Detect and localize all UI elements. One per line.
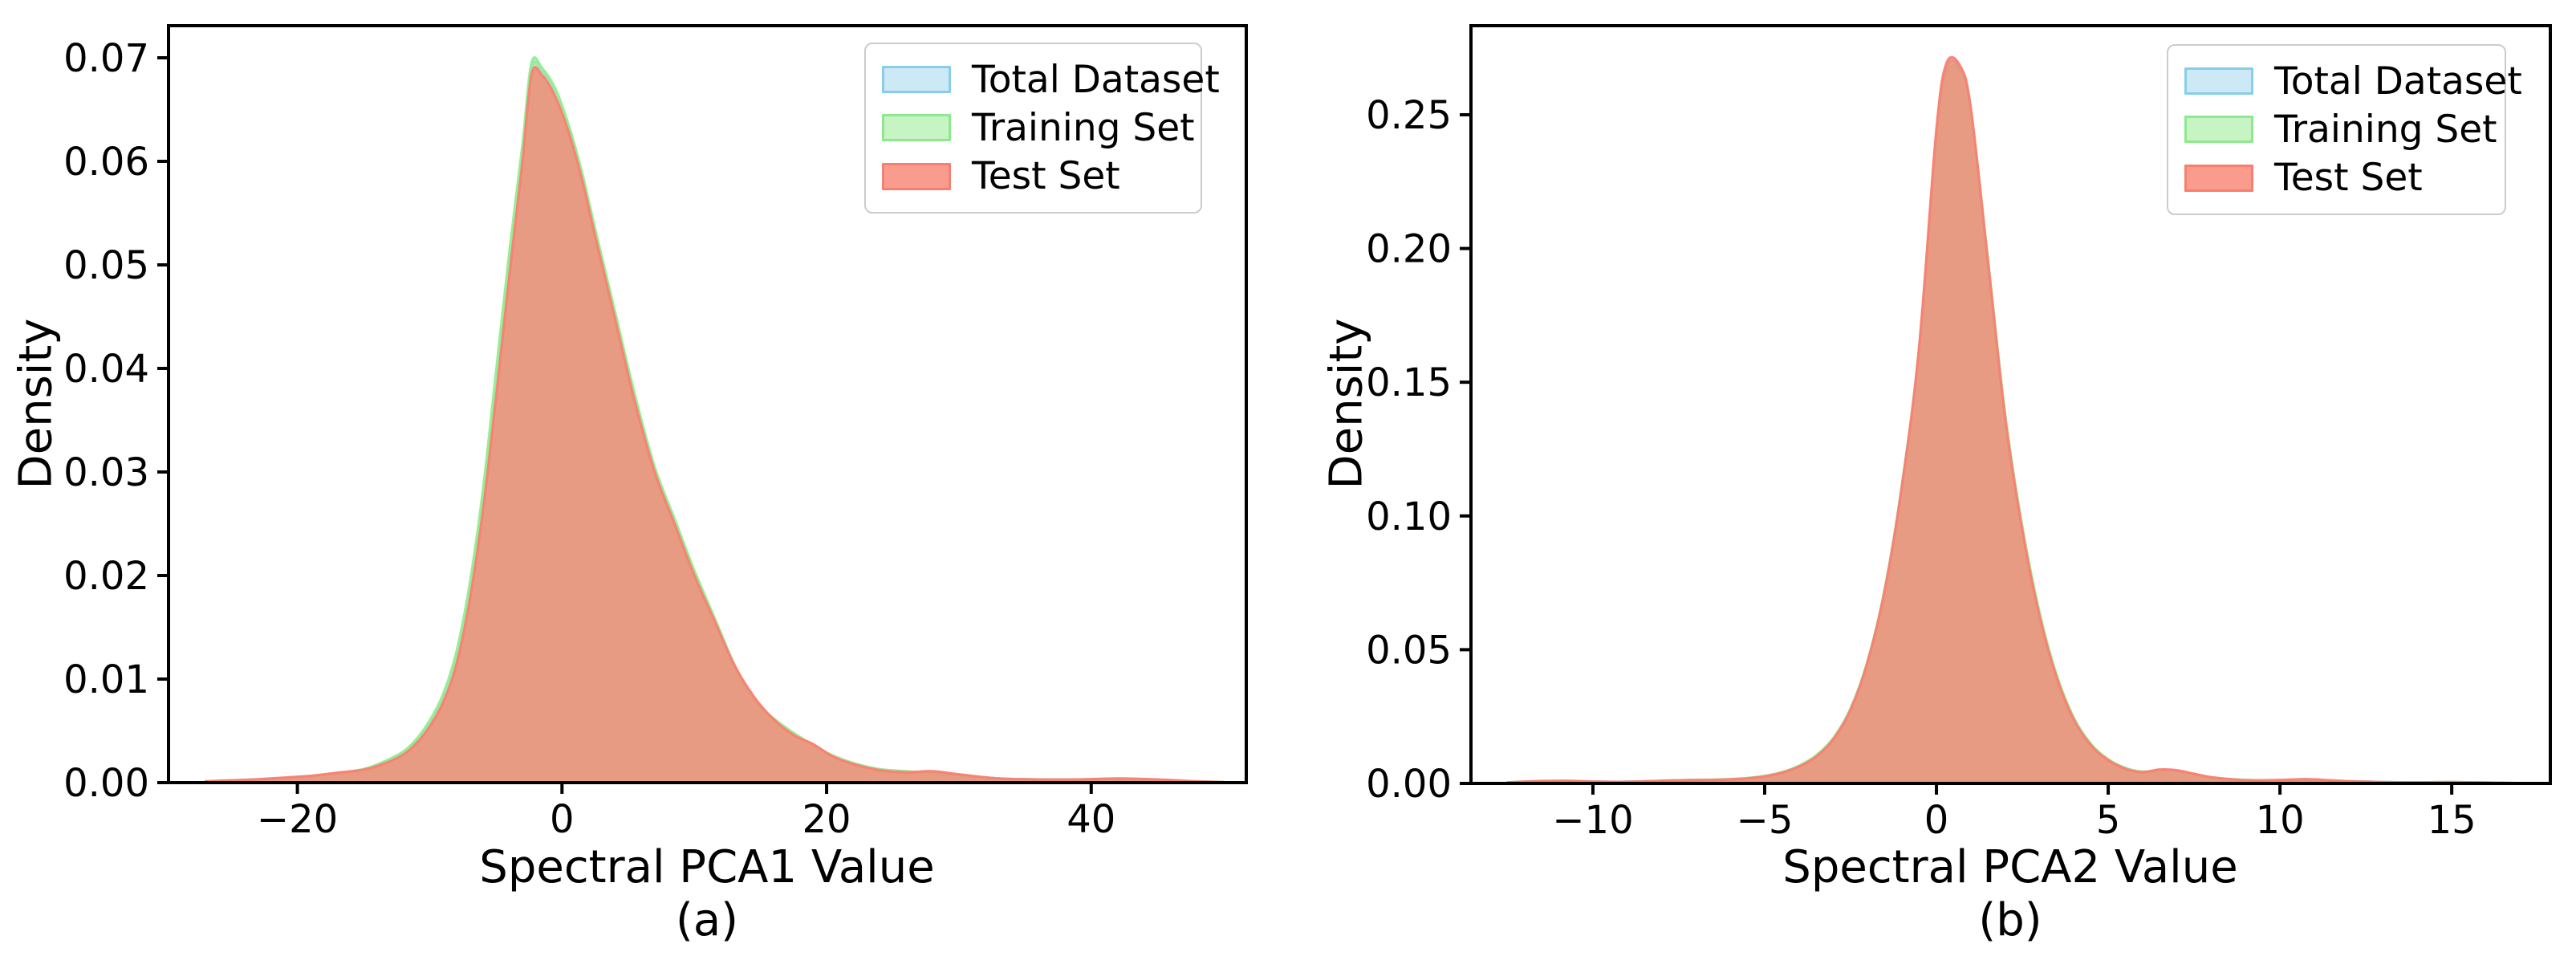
density-area-test-set bbox=[205, 67, 1224, 783]
legend-a: Total Dataset Training Set Test Set bbox=[864, 43, 1220, 214]
density-area-test-set bbox=[1506, 57, 2521, 783]
axes-spines bbox=[1469, 24, 2552, 785]
x-tick-label: 10 bbox=[2256, 798, 2305, 843]
x-tick-label: −20 bbox=[257, 797, 338, 842]
xlabel-b: Spectral PCA2 Value bbox=[1782, 841, 2238, 893]
y-tick-label: 0.00 bbox=[63, 761, 149, 806]
training-set-swatch bbox=[882, 114, 951, 142]
legend-label: Test Set bbox=[2274, 156, 2423, 201]
y-tick-label: 0.03 bbox=[63, 450, 149, 495]
density-line-test-set bbox=[205, 66, 1224, 783]
legend-item-training-set: Training Set bbox=[2184, 105, 2497, 153]
x-tick-label: 15 bbox=[2428, 798, 2476, 843]
legend-label: Training Set bbox=[2274, 107, 2497, 152]
y-tick-label: 0.07 bbox=[63, 36, 149, 81]
legend-b: Total Dataset Training Set Test Set bbox=[2167, 44, 2522, 215]
x-tick-label: 5 bbox=[2096, 798, 2121, 843]
y-tick-label: 0.02 bbox=[63, 554, 149, 599]
legend-item-training-set: Training Set bbox=[882, 104, 1195, 152]
y-tick-label: 0.15 bbox=[1366, 360, 1452, 405]
test-set-swatch bbox=[882, 162, 951, 190]
x-tick-label: 40 bbox=[1067, 797, 1115, 842]
test-set-swatch bbox=[2184, 164, 2253, 192]
y-tick-label: 0.05 bbox=[63, 243, 149, 288]
legend-item-total-dataset: Total Dataset bbox=[882, 55, 1220, 104]
y-tick-label: 0.01 bbox=[63, 657, 149, 702]
xlabel-a: Spectral PCA1 Value bbox=[479, 841, 935, 893]
ylabel-b: Density bbox=[1320, 318, 1373, 490]
legend-item-test-set: Test Set bbox=[882, 153, 1184, 201]
legend-label: Total Dataset bbox=[2274, 59, 2522, 104]
legend-label: Test Set bbox=[972, 154, 1120, 199]
total-dataset-swatch bbox=[2184, 67, 2253, 96]
caption-b: (b) bbox=[1978, 894, 2042, 946]
training-set-swatch bbox=[2184, 116, 2253, 144]
y-tick-label: 0.00 bbox=[1366, 762, 1452, 807]
y-tick-label: 0.25 bbox=[1366, 93, 1452, 138]
y-tick-label: 0.20 bbox=[1366, 227, 1452, 272]
y-tick-label: 0.06 bbox=[63, 140, 149, 185]
y-tick-label: 0.05 bbox=[1366, 628, 1452, 673]
x-tick-label: −10 bbox=[1552, 798, 1633, 843]
legend-label: Total Dataset bbox=[972, 57, 1220, 102]
total-dataset-swatch bbox=[882, 66, 951, 94]
x-tick-label: −5 bbox=[1737, 798, 1794, 843]
legend-item-test-set: Test Set bbox=[2184, 154, 2489, 202]
y-tick-label: 0.04 bbox=[63, 347, 149, 392]
legend-label: Training Set bbox=[972, 105, 1195, 150]
density-line-test-set bbox=[1506, 55, 2521, 783]
x-tick-label: 20 bbox=[802, 797, 851, 842]
caption-a: (a) bbox=[675, 894, 739, 946]
x-tick-label: 0 bbox=[550, 797, 575, 842]
ylabel-a: Density bbox=[10, 318, 63, 490]
y-tick-label: 0.10 bbox=[1366, 494, 1452, 539]
legend-item-total-dataset: Total Dataset bbox=[2184, 57, 2522, 105]
x-tick-label: 0 bbox=[1924, 798, 1949, 843]
axes-spines bbox=[167, 24, 1248, 784]
